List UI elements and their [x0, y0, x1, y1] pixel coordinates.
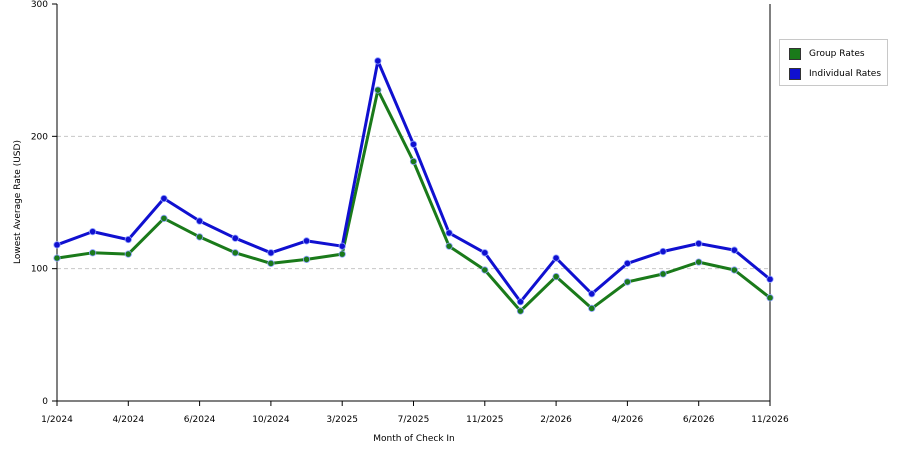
data-point-0: [588, 304, 596, 312]
data-point-1: [267, 249, 275, 257]
data-point-1: [374, 57, 382, 65]
x-tick-label: 10/2024: [252, 415, 290, 425]
data-point-0: [516, 307, 525, 315]
data-point-0: [267, 259, 275, 267]
y-ticks: 0 100 200 300: [31, 0, 57, 407]
data-point-1: [516, 298, 525, 306]
x-tick-label: 4/2026: [612, 415, 644, 425]
data-point-0: [302, 255, 311, 264]
data-point-0: [53, 254, 61, 262]
data-point-0: [160, 214, 168, 222]
data-point-1: [89, 228, 97, 236]
axes: [56, 4, 771, 402]
data-point-1: [231, 234, 239, 242]
data-point-0: [338, 250, 346, 258]
data-point-0: [89, 249, 97, 257]
x-tick-label: 3/2025: [326, 415, 358, 425]
data-point-0: [659, 270, 667, 278]
data-point-1: [481, 249, 489, 257]
legend-swatch-group: [789, 48, 801, 60]
data-point-1: [302, 237, 311, 245]
data-point-1: [659, 247, 667, 256]
data-point-1: [695, 239, 703, 248]
x-tick-label: 7/2025: [398, 415, 430, 425]
legend-item-individual: Individual Rates: [789, 67, 881, 81]
x-tick-label: 11/2025: [466, 415, 503, 425]
data-point-1: [623, 259, 632, 267]
y-axis-label: Lowest Average Rate (USD): [13, 140, 23, 264]
data-point-0: [231, 249, 239, 257]
data-point-0: [766, 294, 774, 302]
data-point-1: [53, 241, 61, 249]
data-point-1: [588, 290, 596, 298]
data-point-0: [552, 273, 560, 281]
data-point-1: [552, 254, 560, 262]
data-point-0: [445, 242, 453, 250]
x-tick-label: 11/2026: [751, 415, 789, 425]
data-point-0: [481, 266, 489, 274]
data-point-0: [374, 86, 382, 94]
x-tick-label: 4/2024: [112, 415, 144, 425]
x-ticks: 1/2024 4/2024 6/2024 10/2024 3/2025 7/2025 11/…: [41, 401, 789, 425]
data-point-1: [338, 242, 346, 250]
x-tick-label: 6/2026: [683, 415, 715, 425]
x-tick-label: 6/2024: [184, 415, 216, 425]
data-point-0: [196, 233, 204, 241]
data-point-0: [124, 250, 132, 258]
data-point-0: [730, 266, 738, 274]
x-tick-label: 1/2024: [41, 415, 73, 425]
legend-label-group: Group Rates: [809, 49, 865, 59]
data-point-1: [196, 217, 204, 225]
series-line-1: [56, 59, 771, 304]
legend-item-group: Group Rates: [789, 47, 865, 61]
y-tick-label: 200: [31, 132, 48, 142]
data-point-0: [695, 258, 703, 266]
data-point-0: [409, 157, 418, 166]
x-axis-label: Month of Check In: [373, 434, 455, 444]
legend-label-individual: Individual Rates: [809, 69, 882, 79]
data-point-1: [160, 194, 168, 203]
y-tick-label: 300: [31, 0, 48, 10]
y-tick-label: 100: [31, 265, 48, 275]
y-tick-label: 0: [42, 397, 48, 407]
data-point-1: [124, 235, 132, 244]
legend-swatch-individual: [789, 68, 801, 80]
series-layer: [53, 57, 774, 315]
data-point-0: [623, 278, 632, 286]
data-point-1: [409, 140, 418, 148]
data-point-1: [766, 275, 774, 283]
data-point-1: [730, 246, 738, 254]
legend: Group Rates Individual Rates: [779, 39, 888, 86]
data-point-1: [445, 229, 453, 237]
x-tick-label: 2/2026: [540, 415, 572, 425]
